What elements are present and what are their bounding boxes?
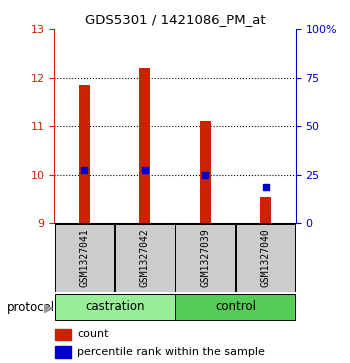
Bar (175, 294, 295, 320)
Bar (236, 224, 295, 291)
Bar (175, 224, 235, 291)
Text: castration: castration (85, 300, 144, 313)
Bar (55, 224, 114, 291)
Bar (115, 224, 175, 291)
Bar (260, 196, 271, 223)
Text: count: count (77, 329, 109, 339)
Bar (55, 294, 175, 320)
Bar (55, 329, 71, 340)
Bar (55, 346, 71, 358)
Title: GDS5301 / 1421086_PM_at: GDS5301 / 1421086_PM_at (85, 13, 265, 26)
Bar (200, 121, 211, 223)
Text: GSM1327039: GSM1327039 (200, 228, 210, 287)
Text: GSM1327042: GSM1327042 (140, 228, 150, 287)
Text: percentile rank within the sample: percentile rank within the sample (77, 347, 265, 357)
Text: ▶: ▶ (43, 301, 53, 314)
Text: protocol: protocol (7, 301, 55, 314)
Text: GSM1327040: GSM1327040 (260, 228, 271, 287)
Text: GSM1327041: GSM1327041 (79, 228, 90, 287)
Text: control: control (215, 300, 256, 313)
Bar (79, 85, 90, 223)
Bar (139, 68, 150, 223)
